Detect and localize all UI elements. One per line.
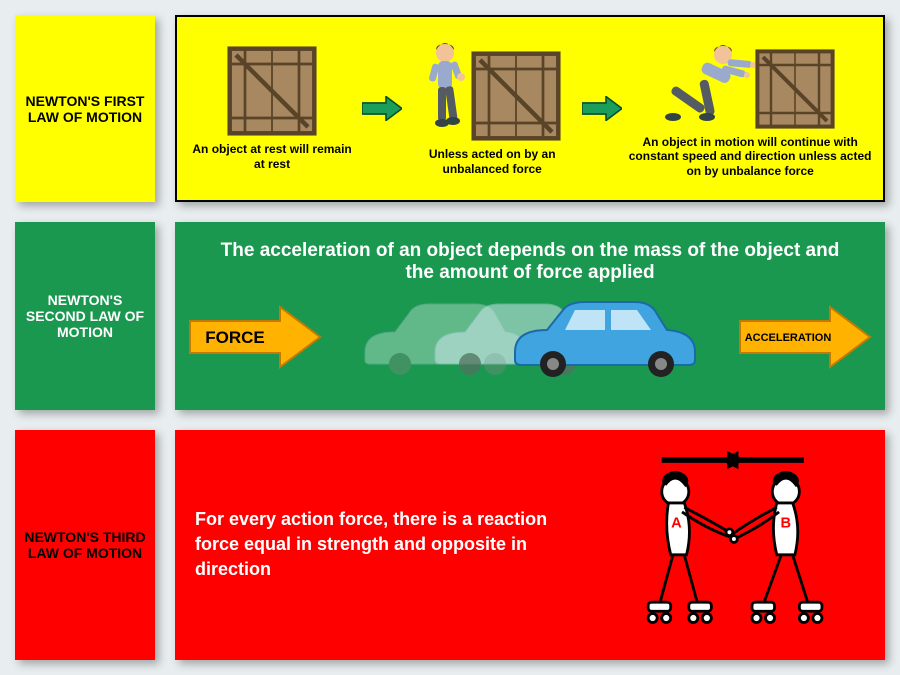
first-law-col-3: An object in motion will continue with c…: [627, 39, 873, 178]
force-arrow: FORCE: [190, 307, 320, 367]
first-law-caption-1: An object at rest will remain at rest: [187, 142, 357, 171]
third-law-text: For every action force, there is a react…: [195, 507, 574, 583]
crate-icon: [755, 49, 835, 129]
second-law-title: The acceleration of an object depends on…: [185, 232, 875, 292]
first-law-label: NEWTON'S FIRST LAW OF MOTION: [15, 15, 155, 202]
crate-icon: [471, 51, 561, 141]
third-law-label: NEWTON'S THIRD LAW OF MOTION: [15, 430, 155, 660]
first-law-col-2: Unless acted on by an unbalanced force: [407, 41, 577, 176]
first-law-caption-2: Unless acted on by an unbalanced force: [407, 147, 577, 176]
acceleration-label: ACCELERATION: [745, 332, 832, 344]
person-pushing-icon: [665, 39, 755, 129]
crate-icon: [227, 46, 317, 136]
first-law-caption-3: An object in motion will continue with c…: [627, 135, 873, 178]
force-label: FORCE: [205, 328, 265, 347]
svg-text:B: B: [781, 515, 792, 531]
second-law-label: NEWTON'S SECOND LAW OF MOTION: [15, 222, 155, 409]
acceleration-arrow: ACCELERATION: [740, 307, 870, 367]
cars-graphic: [355, 292, 705, 382]
first-law-col-1: An object at rest will remain at rest: [187, 46, 357, 171]
first-law-row: NEWTON'S FIRST LAW OF MOTION An object a…: [15, 15, 885, 202]
arrow-icon: [582, 96, 622, 121]
svg-text:A: A: [671, 515, 682, 531]
person-standing-icon: [423, 41, 471, 141]
third-law-content: For every action force, there is a react…: [175, 430, 885, 660]
skaters-graphic: A: [594, 444, 865, 646]
third-law-row: NEWTON'S THIRD LAW OF MOTION For every a…: [15, 430, 885, 660]
arrow-icon: [362, 96, 402, 121]
second-law-row: NEWTON'S SECOND LAW OF MOTION The accele…: [15, 222, 885, 409]
first-law-content: An object at rest will remain at rest: [175, 15, 885, 202]
second-law-content: The acceleration of an object depends on…: [175, 222, 885, 409]
